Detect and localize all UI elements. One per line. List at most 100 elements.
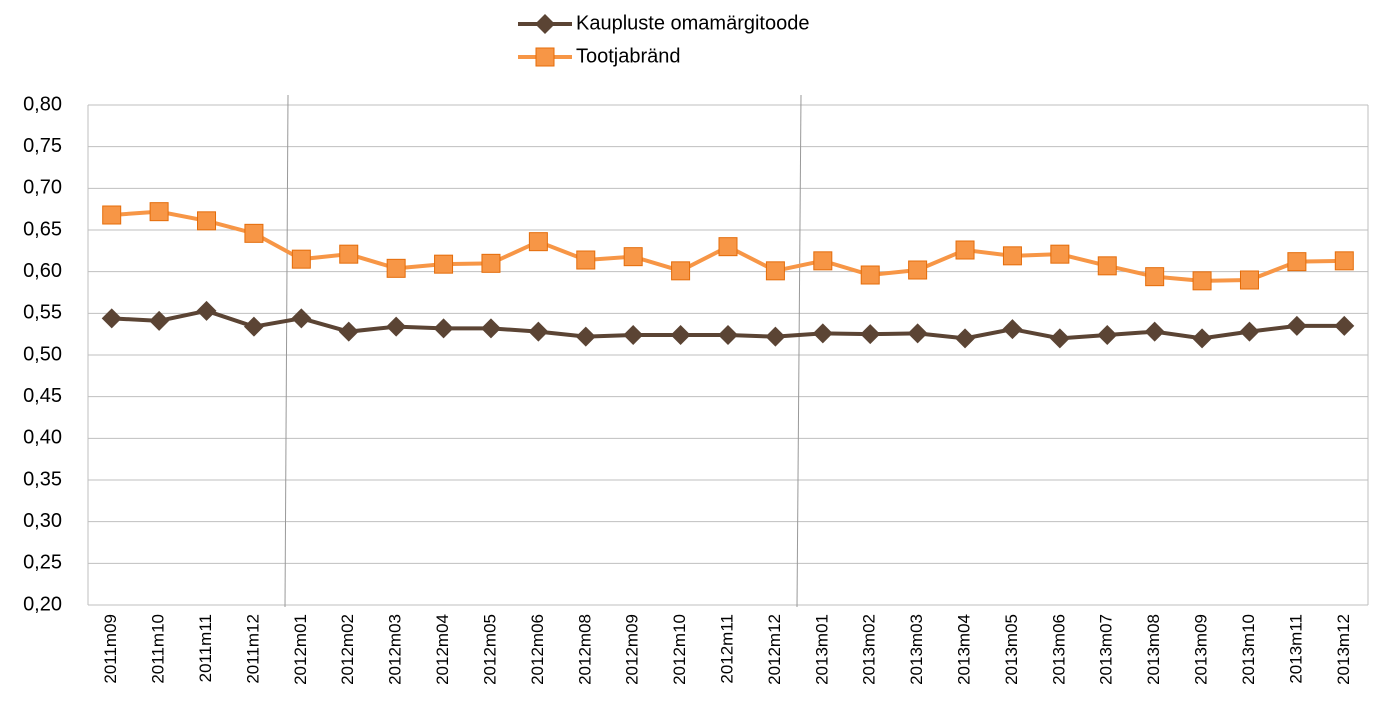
point xyxy=(718,237,738,257)
x-tick-label: 2011m11 xyxy=(196,614,215,682)
point xyxy=(338,321,359,342)
x-tick-label: 2013m07 xyxy=(1097,614,1116,685)
point xyxy=(433,318,454,339)
point xyxy=(765,326,786,347)
point xyxy=(670,325,691,345)
point xyxy=(149,310,170,331)
point xyxy=(576,250,596,270)
point xyxy=(1050,244,1070,264)
y-tick-label: 0,65 xyxy=(23,218,62,240)
legend-label: Kaupluste omamärgitoode xyxy=(576,12,809,34)
point xyxy=(575,326,596,347)
point xyxy=(671,261,691,281)
y-tick-label: 0,75 xyxy=(23,135,62,157)
point xyxy=(1286,315,1307,336)
y-tick-label: 0,80 xyxy=(23,93,62,115)
y-tick-label: 0,45 xyxy=(23,385,62,407)
point xyxy=(244,223,264,243)
point xyxy=(243,316,264,337)
separator xyxy=(796,94,802,608)
point xyxy=(1097,325,1118,345)
point xyxy=(907,323,928,344)
point xyxy=(102,205,122,225)
point xyxy=(1287,252,1307,272)
point xyxy=(481,253,501,273)
x-tick-label: 2013m02 xyxy=(860,614,879,685)
x-tick-label: 2011m09 xyxy=(101,614,120,684)
x-tick-label: 2012m12 xyxy=(765,614,784,685)
point xyxy=(528,321,549,342)
x-tick-label: 2013m06 xyxy=(1049,614,1068,685)
point xyxy=(623,325,644,345)
point xyxy=(1239,321,1260,342)
y-tick-label: 0,30 xyxy=(23,510,62,532)
point xyxy=(813,251,833,271)
x-tick-label: 2013m05 xyxy=(1002,614,1021,685)
y-tick-label: 0,20 xyxy=(23,593,62,615)
point xyxy=(718,325,738,345)
point xyxy=(1334,315,1355,336)
x-tick-label: 2013m10 xyxy=(1239,614,1258,685)
point xyxy=(149,202,169,222)
point xyxy=(955,240,975,260)
point xyxy=(101,308,122,329)
point xyxy=(1334,251,1354,271)
point xyxy=(1239,270,1259,290)
x-tick-label: 2013m11 xyxy=(1286,614,1305,684)
legend-label: Tootjabränd xyxy=(576,45,681,67)
point xyxy=(386,258,406,278)
point xyxy=(434,254,454,274)
x-tick-label: 2013m09 xyxy=(1192,614,1211,685)
point xyxy=(339,244,359,264)
point xyxy=(1192,271,1212,291)
x-tick-label: 2012m05 xyxy=(480,614,499,685)
x-tick-label: 2012m06 xyxy=(528,614,547,685)
x-tick-label: 2012m11 xyxy=(717,614,736,684)
point xyxy=(528,232,548,252)
legend-marker xyxy=(535,14,555,34)
y-tick-label: 0,70 xyxy=(23,177,62,199)
point xyxy=(765,261,785,281)
x-tick-label: 2012m09 xyxy=(623,614,642,685)
x-tick-label: 2012m04 xyxy=(433,614,452,685)
separator xyxy=(284,94,289,608)
x-tick-label: 2013m04 xyxy=(955,614,974,685)
x-tick-label: 2012m10 xyxy=(670,614,689,685)
point xyxy=(1002,319,1023,340)
point xyxy=(291,308,312,329)
x-tick-label: 2012m03 xyxy=(386,614,405,685)
x-tick-label: 2013m03 xyxy=(907,614,926,685)
point xyxy=(1144,321,1165,342)
y-tick-label: 0,55 xyxy=(23,302,62,324)
point xyxy=(196,300,217,321)
x-tick-label: 2012m08 xyxy=(575,614,594,685)
point xyxy=(480,318,501,339)
point xyxy=(1049,328,1070,349)
point xyxy=(623,247,643,267)
y-tick-label: 0,60 xyxy=(23,260,62,282)
x-tick-label: 2013m12 xyxy=(1334,614,1353,685)
point xyxy=(955,328,976,349)
y-tick-label: 0,40 xyxy=(23,427,62,449)
point xyxy=(1145,267,1165,287)
y-tick-label: 0,25 xyxy=(23,552,62,574)
point xyxy=(386,316,407,337)
point xyxy=(1192,328,1213,349)
point xyxy=(1097,256,1117,276)
point xyxy=(197,211,217,231)
x-tick-label: 2013m01 xyxy=(812,614,831,685)
point xyxy=(860,265,880,285)
point xyxy=(291,249,311,269)
point xyxy=(1002,246,1022,266)
point xyxy=(860,324,881,345)
y-tick-label: 0,35 xyxy=(23,468,62,490)
x-tick-label: 2012m01 xyxy=(291,614,310,685)
x-tick-label: 2011m10 xyxy=(149,614,168,684)
x-tick-label: 2012m02 xyxy=(338,614,357,685)
legend-marker xyxy=(535,47,555,67)
y-tick-label: 0,50 xyxy=(23,343,62,365)
point xyxy=(908,260,928,280)
x-tick-label: 2013m08 xyxy=(1144,614,1163,685)
point xyxy=(812,323,833,344)
